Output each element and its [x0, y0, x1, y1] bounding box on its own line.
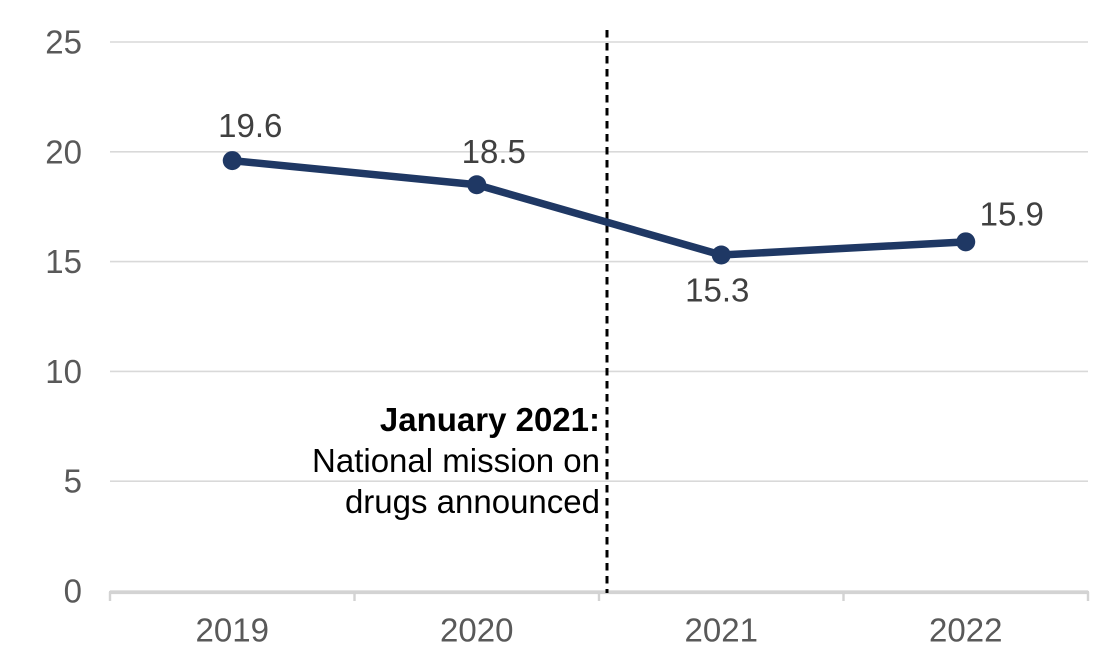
y-axis-tick-label: 20: [45, 133, 82, 170]
y-axis-tick-label: 25: [45, 24, 82, 61]
x-axis-tick-label: 2021: [685, 612, 758, 649]
y-axis-tick-label: 5: [64, 463, 82, 500]
data-label: 15.9: [980, 195, 1044, 232]
annotation-line-2: National mission on: [312, 442, 600, 479]
x-axis-tick-label: 2019: [196, 612, 269, 649]
y-axis-tick-label: 0: [64, 573, 82, 610]
data-point-marker: [711, 245, 731, 265]
data-label: 18.5: [462, 133, 526, 170]
annotation-line-3: drugs announced: [344, 483, 600, 520]
x-axis-tick-label: 2020: [440, 612, 513, 649]
data-label: 19.6: [218, 107, 282, 144]
series-line: [228, 156, 970, 259]
y-axis-tick-label: 15: [45, 243, 82, 280]
annotation-title: January 2021:: [379, 401, 600, 438]
y-axis-tick-label: 10: [45, 353, 82, 390]
event-annotation: January 2021: National mission on drugs …: [312, 399, 600, 522]
x-axis-tick-label: 2022: [929, 612, 1002, 649]
data-point-marker: [222, 151, 242, 171]
data-point-marker: [467, 175, 487, 195]
data-point-marker: [956, 232, 976, 252]
data-label: 15.3: [685, 272, 749, 309]
